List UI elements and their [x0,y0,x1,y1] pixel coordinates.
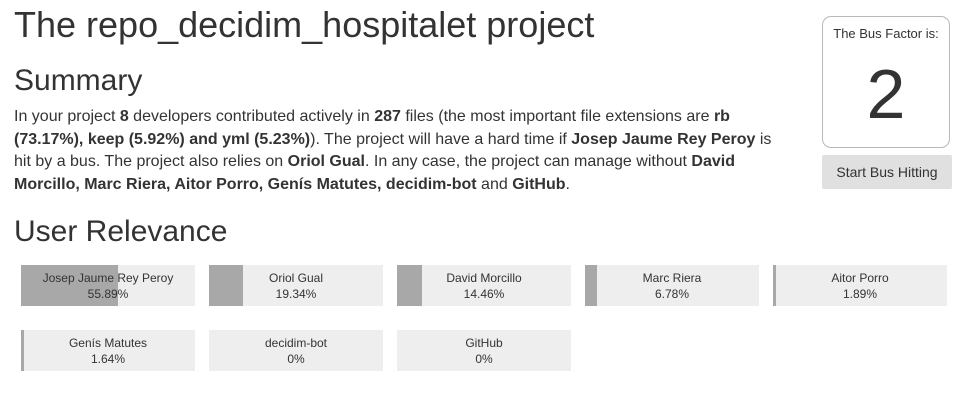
summary-text-part: . [565,175,570,193]
user-card[interactable]: David Morcillo 14.46% [397,265,571,306]
user-percent: 55.89% [87,287,129,301]
relevance-bar [21,265,118,306]
summary-text-part: and [476,175,513,193]
user-percent: 0% [287,352,305,366]
start-bus-hitting-button[interactable]: Start Bus Hitting [822,155,952,189]
user-name: decidim-bot [264,336,328,350]
optional-developer-last: GitHub [512,175,566,193]
relevance-bar [209,265,243,306]
user-name: Josep Jaume Rey Peroy [42,271,174,285]
user-percent: 6.78% [654,287,690,301]
relevance-bar [397,265,422,306]
user-card[interactable]: Aitor Porro 1.89% [773,265,947,306]
page-title: The repo_decidim_hospitalet project [14,4,595,45]
user-name: Aitor Porro [831,271,889,285]
relied-developer: Oriol Gual [287,153,365,170]
user-card[interactable]: Marc Riera 6.78% [585,265,759,306]
user-percent: 14.46% [463,287,505,301]
bus-factor-value: 2 [866,55,906,133]
relevance-bar [773,265,776,306]
critical-developer: Josep Jaume Rey Peroy [571,130,756,148]
relevance-bar [21,330,24,371]
file-extensions: rb (73.17%), keep (5.92%) and yml (5.23%… [14,108,730,148]
user-card[interactable]: Genís Matutes 1.64% [21,330,195,371]
summary-text-part: files (the most important file extension… [400,108,714,125]
user-relevance-heading: User Relevance [14,215,228,248]
file-count: 287 [374,108,401,125]
user-name: David Morcillo [446,271,522,285]
user-percent: 0% [475,352,493,366]
summary-text-part: ). The project will have a hard time if [310,130,572,148]
user-name: GitHub [465,336,503,350]
summary-text-part: . In any case, the project can manage wi… [364,153,692,170]
user-card[interactable]: decidim-bot 0% [209,330,383,371]
user-name: Marc Riera [642,271,702,285]
summary-text: In your project 8 developers contributed… [14,106,784,196]
user-card[interactable]: GitHub 0% [397,330,571,371]
optional-developers: David Morcillo, Marc Riera, Aitor Porro,… [14,153,735,193]
summary-text-part: developers contributed actively in [128,108,375,125]
summary-text-part: In your project [14,108,120,125]
summary-heading: Summary [14,64,143,97]
user-name: Oriol Gual [268,271,324,285]
user-name: Genís Matutes [68,336,148,350]
bus-factor-label: The Bus Factor is: [833,26,939,41]
user-card[interactable]: Josep Jaume Rey Peroy 55.89% [21,265,195,306]
user-percent: 19.34% [275,287,317,301]
summary-text-part: is hit by a bus. The project also relies… [14,130,772,171]
user-percent: 1.89% [842,287,878,301]
user-card[interactable]: Oriol Gual 19.34% [209,265,383,306]
user-percent: 1.64% [90,352,126,366]
relevance-bar [585,265,597,306]
developer-count: 8 [119,108,129,125]
bus-factor-box: The Bus Factor is: 2 [822,16,950,148]
